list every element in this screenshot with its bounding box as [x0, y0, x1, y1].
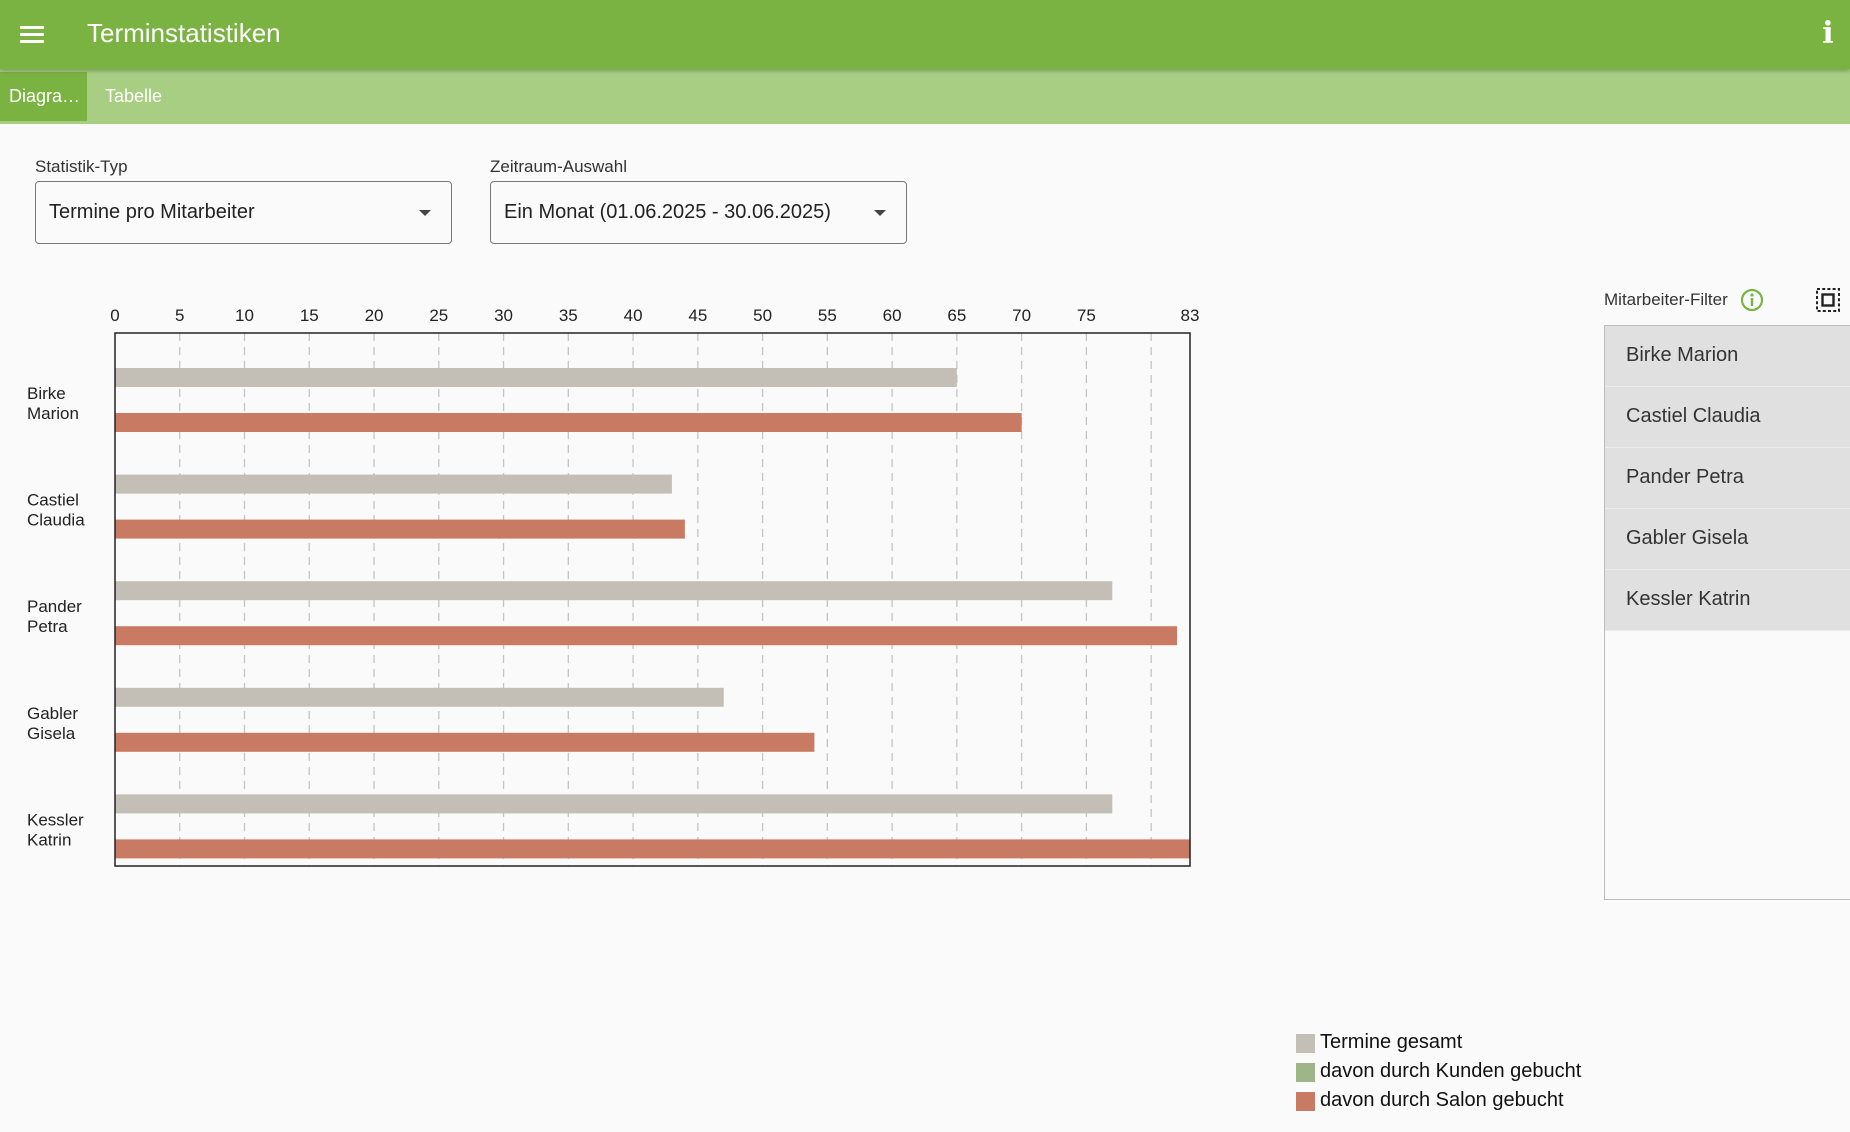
filter-label: Mitarbeiter-Filter	[1604, 290, 1728, 309]
x-tick-label: 70	[1012, 306, 1031, 325]
legend-swatch	[1296, 1034, 1315, 1053]
filter-item[interactable]: Gabler Gisela	[1605, 509, 1850, 570]
filter-item-label: Kessler Katrin	[1626, 588, 1751, 610]
info-circle-icon[interactable]	[1740, 288, 1764, 312]
bar	[115, 794, 1113, 814]
category-label: Gabler Gisela	[27, 704, 78, 743]
x-tick-label: 55	[818, 306, 837, 325]
x-tick-label: 15	[300, 306, 319, 325]
stat-type-select[interactable]: Termine pro Mitarbeiter	[35, 181, 452, 244]
x-tick-label: 75	[1077, 306, 1096, 325]
bar	[115, 581, 1113, 601]
legend-swatch	[1296, 1092, 1315, 1111]
category-label: Birke Marion	[27, 384, 79, 423]
filter-item-label: Castiel Claudia	[1626, 405, 1761, 427]
bar	[115, 839, 1190, 859]
legend-label: davon durch Kunden gebucht	[1320, 1060, 1582, 1082]
x-tick-label: 40	[624, 306, 643, 325]
bar	[115, 732, 815, 752]
bar	[115, 687, 724, 707]
category-label: Kessler Katrin	[27, 810, 84, 849]
period-label: Zeitraum-Auswahl	[490, 157, 627, 176]
chevron-down-icon	[419, 210, 431, 216]
chevron-down-icon	[874, 210, 886, 216]
employee-filter-list: Birke Marion Castiel Claudia Pander Petra G…	[1604, 325, 1850, 900]
filter-item[interactable]: Kessler Katrin	[1605, 570, 1850, 631]
info-icon[interactable]: i	[1822, 16, 1834, 51]
filter-item[interactable]: Birke Marion	[1605, 326, 1850, 387]
menu-icon[interactable]	[14, 18, 50, 52]
page-title: Terminstatistiken	[87, 18, 281, 48]
category-label: Pander Petra	[27, 597, 82, 636]
x-tick-label: 0	[110, 306, 119, 325]
x-tick-label: 20	[365, 306, 384, 325]
x-tick-label: 10	[235, 306, 254, 325]
x-tick-label: 50	[753, 306, 772, 325]
period-value: Ein Monat (01.06.2025 - 30.06.2025)	[504, 201, 831, 223]
filter-item[interactable]: Pander Petra	[1605, 448, 1850, 509]
stat-type-value: Termine pro Mitarbeiter	[49, 201, 255, 223]
select-all-icon[interactable]	[1814, 286, 1842, 314]
tab-tabelle[interactable]: Tabelle	[105, 86, 163, 106]
filter-item-label: Pander Petra	[1626, 466, 1744, 488]
legend-label: Termine gesamt	[1320, 1031, 1463, 1053]
x-tick-label: 25	[429, 306, 448, 325]
filter-item-label: Gabler Gisela	[1626, 527, 1749, 549]
tab-bar: Diagra… Tabelle	[0, 69, 1850, 124]
x-tick-label: 60	[883, 306, 902, 325]
app-bar: Terminstatistiken i	[0, 0, 1850, 69]
x-tick-label: 45	[688, 306, 707, 325]
bar-chart: 0 5 10 15 20 25 30 35 40 45 50 55 60 65 70 75 83 Birke Mar…	[27, 306, 1200, 867]
x-tick-label: 35	[559, 306, 578, 325]
bar	[115, 413, 1022, 432]
filter-item-label: Birke Marion	[1626, 344, 1739, 366]
x-tick-label: 65	[947, 306, 966, 325]
legend-label: davon durch Salon gebucht	[1320, 1089, 1564, 1111]
bar	[115, 368, 957, 387]
bar	[115, 474, 672, 494]
plot-border	[114, 332, 1191, 867]
x-tick-label: 30	[494, 306, 513, 325]
bar	[115, 519, 685, 539]
x-tick-label: 5	[175, 306, 184, 325]
category-label: Castiel Claudia	[27, 491, 85, 530]
period-select[interactable]: Ein Monat (01.06.2025 - 30.06.2025)	[490, 181, 907, 244]
x-tick-label: 83	[1181, 306, 1200, 325]
bar	[115, 626, 1178, 646]
legend-swatch	[1296, 1063, 1315, 1082]
filter-item[interactable]: Castiel Claudia	[1605, 387, 1850, 448]
tab-diagramm[interactable]: Diagra…	[0, 72, 87, 121]
stat-type-label: Statistik-Typ	[35, 157, 128, 176]
